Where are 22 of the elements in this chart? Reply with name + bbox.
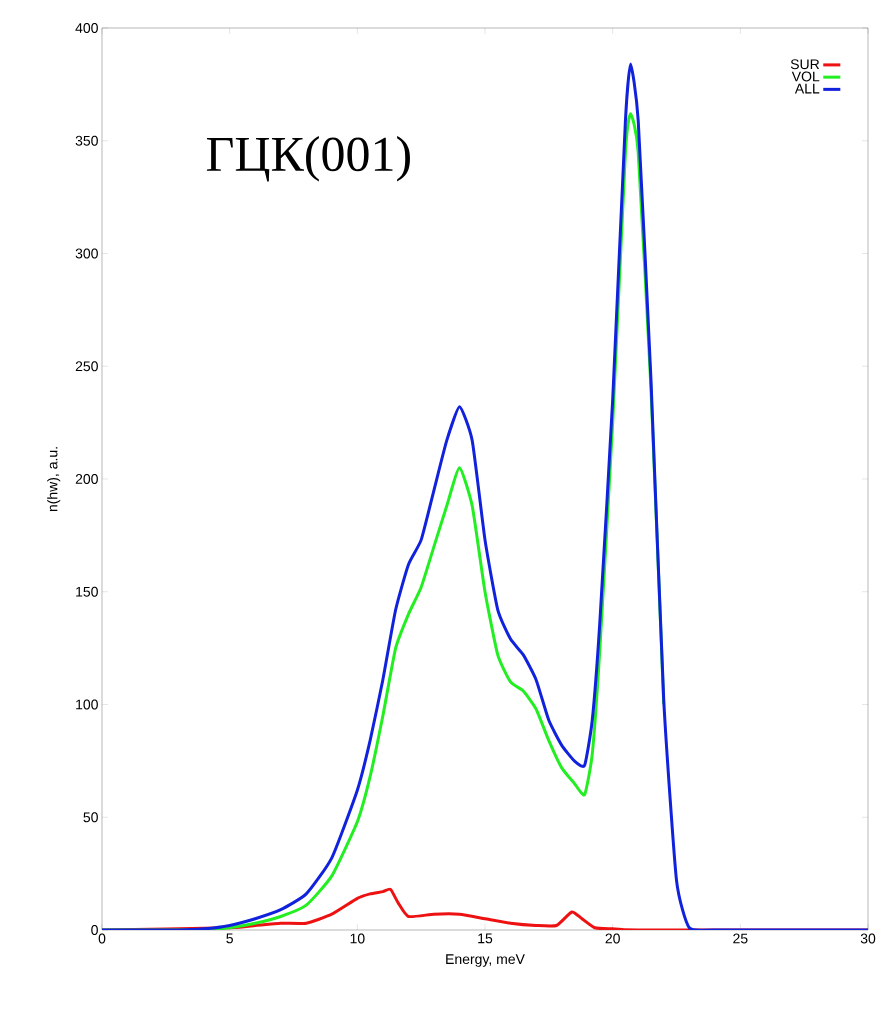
y-axis-title: n(hw), a.u. <box>47 447 61 512</box>
y-tick-label: 200 <box>75 474 98 484</box>
legend-label: SUR <box>790 59 820 70</box>
x-tick-label: 5 <box>226 933 233 944</box>
y-tick-label: 100 <box>76 699 98 710</box>
x-axis-title: Energy, meV <box>446 954 525 967</box>
x-tick-label: 0 <box>98 933 106 944</box>
y-tick-label: 250 <box>75 361 98 372</box>
x-tick-label: 25 <box>733 933 748 944</box>
x-tick-label: 30 <box>860 933 876 944</box>
y-tick-label: 0 <box>91 925 98 935</box>
x-tick-label: 10 <box>350 933 365 944</box>
legend-label: VOL <box>791 71 820 82</box>
y-tick-label: 300 <box>75 248 98 259</box>
y-tick-label: 150 <box>76 586 98 597</box>
annotation: ГЦК(001) <box>206 136 410 182</box>
y-tick-label: 350 <box>75 135 98 146</box>
x-tick-label: 15 <box>478 933 493 944</box>
y-tick-label: 50 <box>83 812 98 823</box>
y-tick-label: 400 <box>75 23 98 33</box>
legend-label: ALL <box>794 83 820 94</box>
x-tick-label: 20 <box>605 933 620 944</box>
